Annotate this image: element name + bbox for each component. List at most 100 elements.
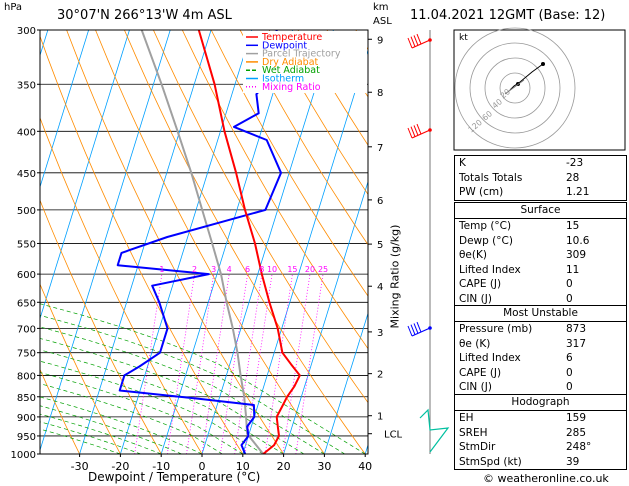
mixing-ratio-label: 1 <box>159 265 164 274</box>
hodograph-ring <box>484 57 546 119</box>
wind-barb-flag <box>413 125 419 136</box>
dry-adiabat-line <box>40 116 203 454</box>
km-tick-label: 9 <box>377 35 383 46</box>
isotherm-line <box>120 30 253 454</box>
basic-indices-box: K -23 Totals Totals 28 PW (cm) 1.21 <box>454 155 627 201</box>
hodograph-title: Hodograph <box>455 395 626 411</box>
mixing-ratio-line <box>219 274 248 454</box>
wet-adiabat-line <box>40 405 182 454</box>
pressure-tick-label: 350 <box>17 80 36 91</box>
dry-adiabat-line <box>40 199 162 454</box>
dry-adiabat-line <box>268 30 368 196</box>
surface-row: Lifted Index 11 <box>459 263 580 276</box>
mixing-ratio-label: 8 <box>259 265 264 274</box>
dry-adiabat-line <box>66 30 284 454</box>
mixing-ratio-label: 2 <box>192 265 197 274</box>
axes: 1 2 3 4 6 8 10 15 20 2530035040045050055060065070… <box>11 26 403 473</box>
pressure-tick-label: 550 <box>17 239 36 250</box>
wind-barb-flag <box>413 323 419 334</box>
plot-frame <box>39 29 369 455</box>
wind-barb-flag <box>416 33 422 45</box>
lcl-label: LCL <box>384 430 403 441</box>
index-row-k: K -23 <box>459 157 584 169</box>
hodograph-ring <box>469 42 561 134</box>
surface-title: Surface <box>455 203 626 219</box>
mixing-ratio-label: 10 <box>267 265 277 274</box>
pressure-unit-label: hPa <box>4 2 23 13</box>
km-tick-label: 8 <box>377 88 383 99</box>
mixing-ratio-label: 20 <box>305 265 315 274</box>
pressure-tick-label: 650 <box>17 298 36 309</box>
legend-entry: Temperature <box>261 32 322 43</box>
wind-barb-flag <box>410 126 416 137</box>
low-level-wind-trace <box>419 408 450 453</box>
wind-barb-dot <box>428 326 432 330</box>
hodo-row: StmSpd (kt) 39 <box>459 455 580 468</box>
dry-adiabat-line <box>153 30 368 404</box>
pressure-tick-label: 750 <box>17 349 36 360</box>
mixing-ratio-line <box>244 274 273 454</box>
x-tick-label: 20 <box>277 460 291 473</box>
hodograph-box: Hodograph EH 159 SREH 285 StmDir 248° StmSp… <box>454 394 627 470</box>
isotherm-line <box>40 30 90 189</box>
temperature-line <box>197 30 301 454</box>
index-row-totals: Totals Totals 28 <box>459 171 580 184</box>
wind-barb-flag <box>407 37 413 49</box>
legend-entry: Isotherm <box>262 74 304 85</box>
wind-barb-flag <box>410 324 416 335</box>
hodograph-frame <box>453 29 626 151</box>
mixing-ratio-line <box>166 274 195 454</box>
surface-row: CAPE (J) 0 <box>459 278 573 290</box>
x-tick-label: 0 <box>199 460 206 473</box>
dry-adiabat-line <box>210 30 368 297</box>
x-axis-label: Dewpoint / Temperature (°C) <box>88 470 261 484</box>
mixing-ratio-label: 25 <box>318 265 328 274</box>
most-unstable-box: Most Unstable Pressure (mb) 873 θe (K) 317… <box>454 305 627 396</box>
wind-barb-flag <box>413 35 419 46</box>
isotherm-line <box>40 30 130 320</box>
pressure-tick-label: 450 <box>17 169 36 180</box>
mixing-ratio-line <box>201 274 230 454</box>
mixing-ratio-label: 15 <box>287 265 297 274</box>
dry-adiabat-line <box>40 35 244 454</box>
asl-unit-label: ASL <box>373 16 392 27</box>
isotherm-line <box>201 30 334 454</box>
legend-entry: Mixing Ratio <box>262 82 321 93</box>
mixing-ratio-line <box>234 274 263 454</box>
km-tick-label: 5 <box>377 240 383 251</box>
hodograph-point <box>541 62 545 66</box>
pressure-tick-label: 900 <box>17 413 36 424</box>
mixing-ratio-line <box>282 274 311 454</box>
datetime-title: 11.04.2021 12GMT (Base: 12) <box>410 8 606 23</box>
hodograph-trace <box>509 63 544 91</box>
km-tick-label: 4 <box>377 282 383 293</box>
pressure-tick-label: 800 <box>17 371 36 382</box>
parcel-trajectory-line <box>140 30 264 454</box>
mixing-ratio-line <box>295 274 324 454</box>
mixing-ratio-label: 3 <box>211 265 216 274</box>
hodograph-ring <box>454 27 576 149</box>
dry-adiabat-line <box>95 30 325 454</box>
dry-adiabat-line <box>40 283 121 454</box>
isotherm-line <box>40 30 171 452</box>
isotherm-line <box>242 48 368 454</box>
legend-entry: Dry Adiabat <box>262 57 319 68</box>
legend-entry: Dewpoint <box>262 40 307 51</box>
wet-adiabat-line <box>40 326 325 454</box>
surface-row: θe(K) 309 <box>459 249 587 261</box>
wind-barb-flag <box>407 127 413 139</box>
pressure-tick-label: 300 <box>17 26 36 37</box>
profiles <box>116 30 301 454</box>
km-unit-label: km <box>373 2 389 13</box>
hodo-row: EH 159 <box>459 412 587 424</box>
legend-entry: Parcel Trajectory <box>262 49 341 60</box>
pressure-tick-label: 1000 <box>11 450 36 461</box>
mu-row: CIN (J) 0 <box>459 381 573 393</box>
wind-barb-dot <box>428 38 432 42</box>
km-tick-label: 7 <box>377 143 383 154</box>
wet-adiabat-line <box>40 360 264 454</box>
mixing-ratio-line <box>264 274 293 454</box>
